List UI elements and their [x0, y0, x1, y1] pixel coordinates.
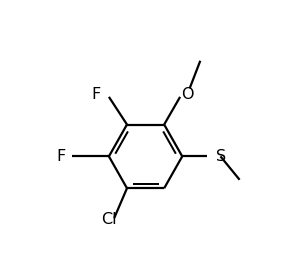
Text: F: F	[57, 149, 66, 164]
Text: S: S	[216, 149, 226, 164]
Text: O: O	[181, 87, 194, 102]
Text: F: F	[91, 87, 101, 102]
Text: Cl: Cl	[101, 211, 117, 227]
